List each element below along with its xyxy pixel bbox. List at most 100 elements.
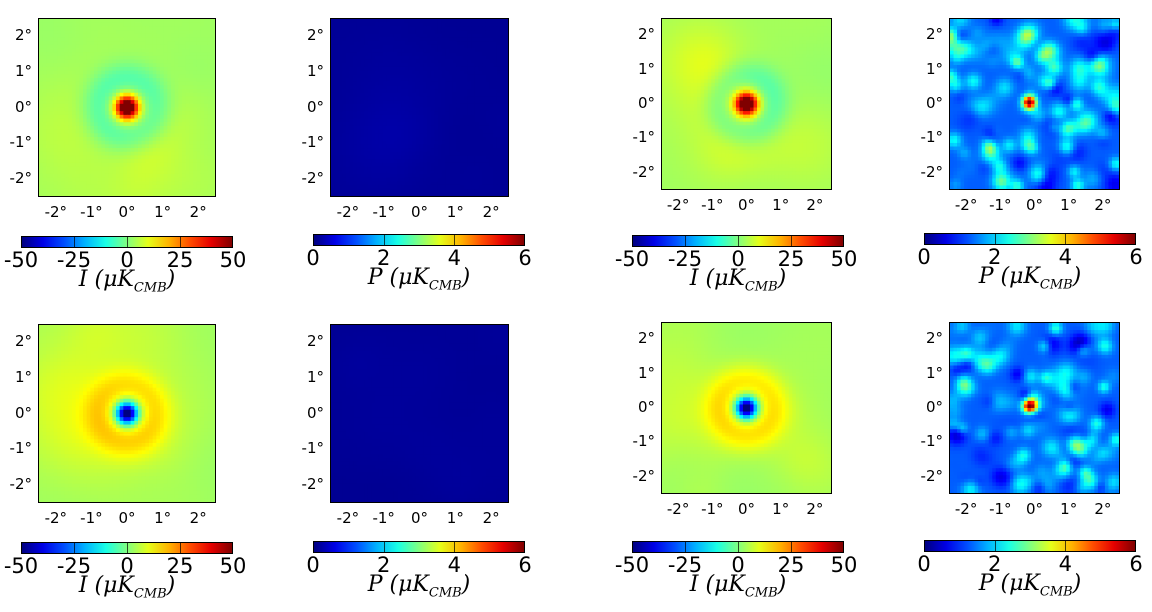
heatmap-cell (174, 22, 179, 27)
heatmap-cell (456, 52, 461, 57)
heatmap-cell (371, 78, 376, 83)
heatmap-cell (83, 59, 88, 64)
heatmap-cell (116, 70, 121, 75)
heatmap-cell (86, 52, 91, 57)
heatmap-cell (141, 137, 146, 142)
heatmap-cell (138, 184, 143, 190)
heatmap-cell (204, 137, 209, 142)
heatmap-cell (134, 173, 139, 179)
heatmap-cell (408, 96, 413, 101)
heatmap-cell (496, 30, 502, 35)
heatmap-cell (415, 159, 421, 164)
heatmap-cell (404, 26, 410, 31)
heatmap-cell (75, 66, 80, 72)
heatmap-cell (185, 129, 190, 134)
heatmap-cell (189, 111, 194, 116)
heatmap-cell (53, 78, 58, 83)
heatmap-cell (68, 48, 73, 53)
heatmap-cell (504, 155, 508, 160)
heatmap-cell (714, 36, 719, 41)
heatmap-cell (174, 144, 179, 149)
heatmap-cell (119, 103, 124, 109)
heatmap-cell (200, 74, 205, 79)
heatmap-cell (419, 96, 424, 101)
heatmap-cell (371, 96, 376, 101)
heatmap-cell (171, 192, 176, 196)
heatmap-cell (437, 33, 443, 39)
heatmap-cell (334, 78, 339, 83)
heatmap-cell (189, 48, 194, 53)
heatmap-cell (434, 181, 439, 186)
heatmap-cell (97, 111, 102, 116)
heatmap-cell (809, 40, 814, 45)
heatmap-cell (116, 52, 121, 57)
heatmap-cell (349, 30, 354, 35)
heatmap-cell (207, 111, 212, 116)
heatmap-cell (152, 74, 157, 79)
heatmap-cell (753, 19, 758, 24)
heatmap-cell (412, 70, 417, 75)
heatmap-cell (441, 52, 446, 57)
heatmap-cell (152, 140, 157, 145)
heatmap-cell (64, 173, 69, 179)
heatmap-cell (152, 137, 157, 142)
heatmap-cell (478, 70, 483, 75)
heatmap-cell (356, 188, 362, 193)
heatmap-cell (412, 148, 417, 153)
heatmap-cell (167, 148, 172, 153)
heatmap-cell (334, 33, 339, 39)
heatmap-cell (167, 125, 172, 131)
heatmap-cell (504, 140, 508, 145)
heatmap-cell (338, 181, 343, 186)
heatmap-cell (463, 59, 469, 64)
heatmap-cell (152, 41, 157, 46)
heatmap-cell (39, 133, 44, 138)
heatmap-cell (138, 125, 143, 131)
heatmap-cell (813, 26, 818, 31)
heatmap-cell (382, 63, 387, 68)
heatmap-cell (360, 133, 365, 138)
heatmap-cell (57, 44, 62, 50)
heatmap-cell (489, 151, 494, 157)
heatmap-cell (500, 59, 505, 64)
heatmap-cell (426, 55, 432, 61)
heatmap-cell (371, 63, 376, 68)
heatmap-cell (820, 33, 825, 38)
heatmap-cell (211, 151, 215, 157)
heatmap-cell (482, 184, 487, 190)
heatmap-cell (342, 151, 347, 157)
heatmap-cell (423, 137, 428, 142)
heatmap-cell (390, 107, 395, 112)
heatmap-cell (423, 26, 428, 31)
heatmap-cell (474, 96, 480, 101)
heatmap-cell (193, 63, 198, 68)
heatmap-cell (378, 144, 384, 149)
heatmap-cell (449, 33, 454, 39)
heatmap-cell (75, 78, 80, 83)
heatmap-cell (353, 173, 358, 179)
heatmap-cell (460, 66, 465, 72)
heatmap-cell (378, 111, 384, 116)
heatmap-cell (193, 188, 198, 193)
heatmap-cell (371, 48, 376, 53)
heatmap-cell (112, 107, 117, 112)
heatmap-cell (419, 166, 424, 171)
heatmap-cell (423, 66, 428, 72)
heatmap-cell (437, 188, 443, 193)
heatmap-cell (39, 184, 44, 190)
heatmap-cell (489, 30, 494, 35)
heatmap-cell (53, 19, 58, 24)
heatmap-cell (127, 66, 132, 72)
heatmap-cell (456, 92, 461, 98)
heatmap-cell (196, 140, 201, 145)
heatmap-cell (426, 85, 432, 90)
heatmap-cell (116, 55, 121, 61)
heatmap-cell (156, 74, 161, 79)
heatmap-cell (500, 92, 505, 98)
heatmap-cell (86, 78, 91, 83)
heatmap-cell (182, 85, 187, 90)
heatmap-cell (50, 85, 55, 90)
heatmap-cell (75, 151, 80, 157)
heatmap-cell (467, 140, 472, 145)
heatmap-cell (353, 111, 358, 116)
